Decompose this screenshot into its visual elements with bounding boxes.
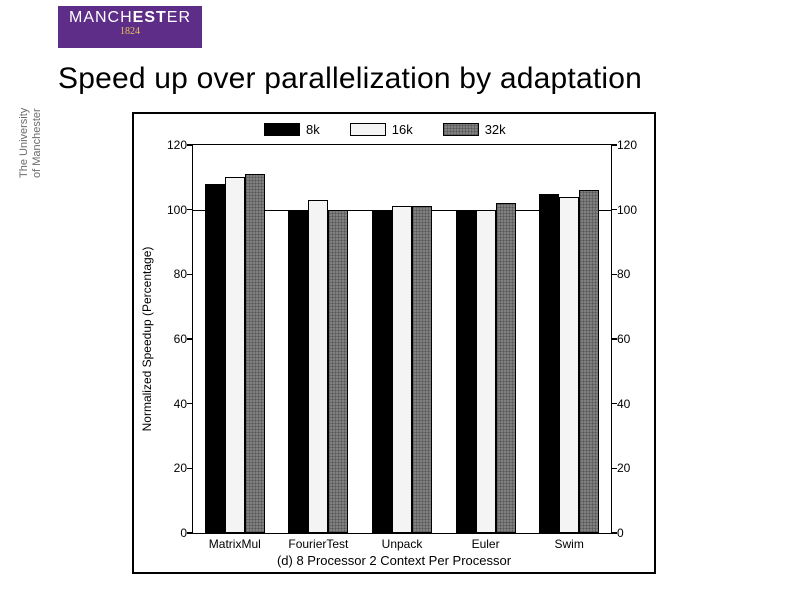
bar-8k-euler [456, 210, 476, 533]
y-axis-title: Normalized Speedup (Percentage) [140, 247, 154, 432]
university-logo: MANCHESTER 1824 [58, 6, 202, 48]
logo-year: 1824 [58, 26, 202, 37]
bar-16k-euler [476, 210, 496, 533]
bar-32k-fouriertest [328, 210, 348, 533]
legend-label-32k: 32k [485, 122, 506, 137]
x-tick-label: Swim [555, 537, 584, 551]
bar-8k-fouriertest [288, 210, 308, 533]
logo-wordmark: MANCHESTER [58, 6, 202, 27]
y-tick-label: 40 [161, 397, 187, 411]
legend-swatch-32k [443, 123, 479, 136]
legend-label-8k: 8k [306, 122, 320, 137]
y-tick [187, 468, 193, 470]
legend-swatch-16k [350, 123, 386, 136]
y-tick-label: 80 [161, 267, 187, 281]
legend-swatch-8k [264, 123, 300, 136]
y-tick-label: 60 [617, 332, 643, 346]
y-tick-label: 20 [161, 461, 187, 475]
university-name-vertical: The University of Manchester [0, 60, 48, 190]
y-tick [187, 274, 193, 276]
legend-label-16k: 16k [392, 122, 413, 137]
y-tick [187, 144, 193, 146]
slide-title: Speed up over parallelization by adaptat… [58, 62, 642, 96]
y-tick-label: 100 [161, 203, 187, 217]
bar-8k-unpack [372, 210, 392, 533]
bar-32k-matrixmul [245, 174, 265, 533]
y-tick [187, 338, 193, 340]
chart-legend: 8k 16k 32k [264, 120, 614, 138]
chart-caption: (d) 8 Processor 2 Context Per Processor [134, 553, 654, 568]
x-tick-label: MatrixMul [209, 537, 261, 551]
x-tick-label: Unpack [382, 537, 423, 551]
y-tick-label: 0 [617, 526, 643, 540]
bar-16k-matrixmul [225, 177, 245, 533]
bar-32k-unpack [412, 206, 432, 533]
y-tick-label: 40 [617, 397, 643, 411]
bar-16k-swim [559, 197, 579, 533]
y-tick-label: 100 [617, 203, 643, 217]
legend-item-16k: 16k [350, 122, 413, 137]
chart-container: 8k 16k 32k Normalized Speedup (Percentag… [132, 112, 656, 574]
bar-8k-matrixmul [205, 184, 225, 533]
bar-8k-swim [539, 194, 559, 534]
legend-item-32k: 32k [443, 122, 506, 137]
bar-16k-fouriertest [308, 200, 328, 533]
y-tick-label: 60 [161, 332, 187, 346]
y-tick [187, 403, 193, 405]
legend-item-8k: 8k [264, 122, 320, 137]
bar-32k-euler [496, 203, 516, 533]
y-tick [187, 532, 193, 534]
logo-part-b: EST [133, 9, 167, 26]
logo-part-c: ER [167, 9, 191, 26]
bar-32k-swim [579, 190, 599, 533]
y-tick-label: 120 [617, 138, 643, 152]
university-name-text: The University of Manchester [18, 58, 43, 178]
bar-16k-unpack [392, 206, 412, 533]
y-tick-label: 120 [161, 138, 187, 152]
chart-plot-area: Normalized Speedup (Percentage) 00202040… [192, 144, 612, 534]
y-tick-label: 0 [161, 526, 187, 540]
logo-part-a: MANCH [69, 9, 133, 26]
x-tick-label: FourierTest [288, 537, 348, 551]
x-tick-label: Euler [472, 537, 500, 551]
y-tick-label: 20 [617, 461, 643, 475]
y-tick-label: 80 [617, 267, 643, 281]
